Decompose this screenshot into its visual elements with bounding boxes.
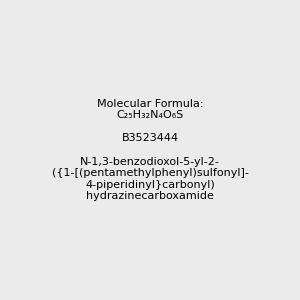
Text: Molecular Formula:
C₂₅H₃₂N₄O₆S

B3523444

N-1,3-benzodioxol-5-yl-2-
({1-[(pentam: Molecular Formula: C₂₅H₃₂N₄O₆S B3523444 … bbox=[52, 99, 248, 201]
